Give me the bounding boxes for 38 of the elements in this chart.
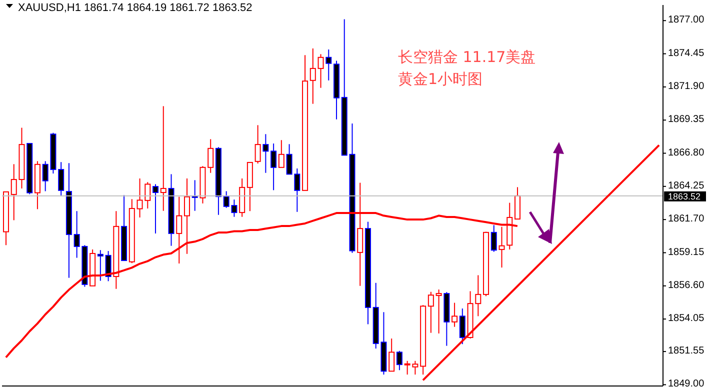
candlestick	[388, 338, 395, 372]
y-tick-label: 1866.80	[668, 147, 705, 158]
candlestick	[270, 142, 277, 191]
annotation: 黄金1小时图	[398, 70, 483, 88]
candlestick	[58, 162, 64, 197]
annotation: 长空猎金 11.17美盘	[398, 48, 536, 66]
candlestick	[326, 48, 332, 81]
candlestick	[459, 308, 466, 345]
candlestick	[152, 184, 159, 234]
y-tick-label: 1849.00	[668, 378, 705, 389]
candlestick	[428, 291, 434, 334]
candlestick	[262, 134, 269, 174]
y-tick-label: 1874.45	[668, 48, 705, 59]
y-tick-label: 1877.00	[668, 14, 705, 26]
candlestick	[452, 302, 458, 328]
y-tick-label: 1864.25	[668, 180, 705, 192]
candlestick	[97, 250, 104, 282]
candlestick	[278, 140, 284, 168]
y-tick-label: 1871.90	[668, 80, 705, 92]
y-tick-label: 1851.55	[668, 346, 705, 357]
candlestick	[318, 54, 324, 88]
chart-title: XAUUSD,H1 1861.74 1864.19 1861.72 1863.52	[18, 2, 252, 14]
ref-line-label: 1863.52	[668, 191, 701, 202]
y-tick-label: 1856.60	[668, 280, 705, 291]
candlestick	[490, 224, 497, 252]
candlestick	[498, 226, 505, 268]
candlestick	[310, 48, 316, 104]
y-tick-label: 1869.35	[668, 114, 705, 126]
y-tick-label: 1854.05	[668, 313, 705, 324]
candlestick	[160, 106, 166, 212]
candlestick	[436, 289, 442, 334]
candlestick	[254, 124, 261, 164]
candlestick	[208, 138, 214, 174]
candlestick	[396, 350, 402, 371]
y-tick-label: 1861.70	[668, 214, 705, 225]
candlestick	[514, 186, 520, 220]
y-tick-label: 1859.15	[668, 246, 705, 258]
candlestick	[105, 250, 112, 282]
